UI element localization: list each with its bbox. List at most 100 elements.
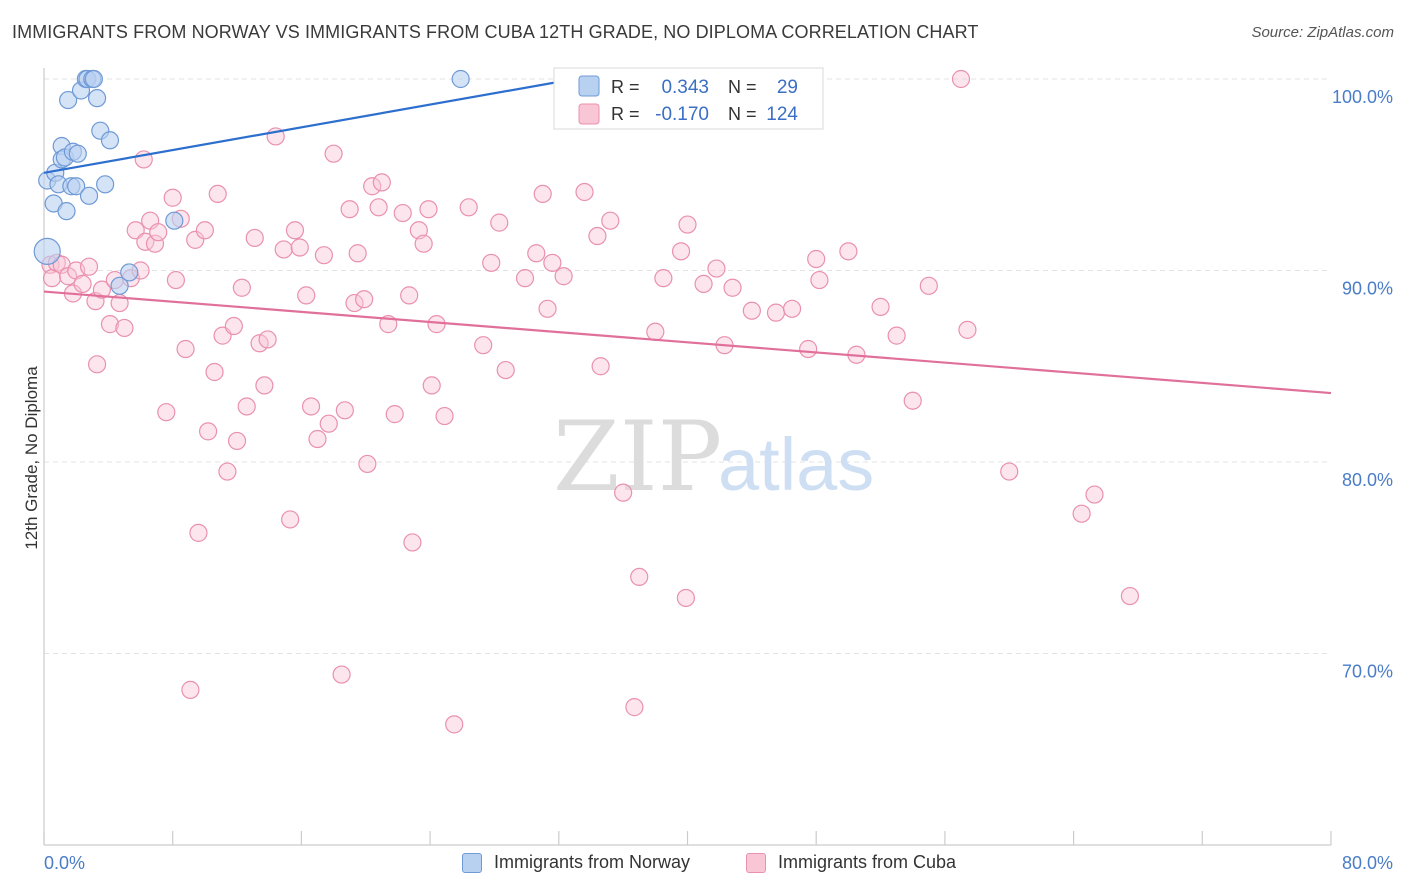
y-tick-label-70: 70.0% <box>1342 662 1393 682</box>
watermark-zip: ZIP <box>553 401 722 513</box>
cuba-point-31 <box>189 523 208 542</box>
cuba-point-75 <box>422 376 441 395</box>
cuba-point-87 <box>538 299 557 318</box>
y-axis-label: 12th Grade, No Diploma <box>22 366 41 550</box>
cuba-point-66 <box>372 173 391 192</box>
cuba-point-85 <box>527 244 546 263</box>
cuba-point-44 <box>255 376 274 395</box>
cuba-point-77 <box>435 406 454 426</box>
cuba-point-94 <box>614 483 633 502</box>
bottom-legend-cuba: Immigrants from Cuba <box>746 852 956 873</box>
cuba-point-39 <box>227 431 247 451</box>
cuba-point-24 <box>157 403 176 422</box>
cuba-point-116 <box>903 391 922 410</box>
cuba-point-103 <box>707 259 726 278</box>
cuba-point-41 <box>237 397 256 416</box>
cuba-point-42 <box>245 228 264 248</box>
cuba-point-69 <box>393 203 412 223</box>
bottom-legend-label-cuba: Immigrants from Cuba <box>778 852 957 872</box>
cuba-point-45 <box>258 330 277 349</box>
cuba-point-83 <box>496 360 515 380</box>
cuba-point-37 <box>218 462 237 481</box>
cuba-point-29 <box>181 680 200 699</box>
cuba-point-117 <box>919 276 938 295</box>
cuba-point-108 <box>782 299 802 318</box>
norway-point-8 <box>57 202 76 221</box>
cuba-point-95 <box>625 698 644 717</box>
cuba-point-34 <box>205 362 224 382</box>
cuba-point-53 <box>308 429 327 449</box>
norway-point-13 <box>68 144 87 163</box>
cuba-point-8 <box>79 257 99 276</box>
cuba-point-57 <box>332 665 351 684</box>
cuba-point-120 <box>1000 462 1019 481</box>
cuba-point-52 <box>301 397 321 416</box>
cuba-point-28 <box>176 339 195 359</box>
cuba-point-105 <box>723 278 742 297</box>
cuba-point-96 <box>630 567 649 587</box>
norway-point-26 <box>165 211 184 230</box>
cuba-point-93 <box>601 211 620 230</box>
cuba-point-111 <box>810 270 829 290</box>
x-tick-label-80: 80.0% <box>1342 853 1393 873</box>
cuba-point-62 <box>355 290 374 309</box>
cuba-point-10 <box>87 355 107 374</box>
bottom-legend: Immigrants from Norway Immigrants from C… <box>0 852 1406 876</box>
cuba-point-63 <box>358 454 377 474</box>
cuba-point-101 <box>678 215 697 234</box>
cuba-point-7 <box>73 274 92 294</box>
cuba-point-89 <box>554 267 573 286</box>
legend-r-value-norway: 0.343 <box>661 77 709 98</box>
cuba-point-79 <box>459 198 478 217</box>
cuba-point-11 <box>92 280 112 299</box>
norway-point-19 <box>84 69 103 89</box>
cuba-point-74 <box>419 200 438 219</box>
norway-point-23 <box>100 131 120 150</box>
y-tick-label-100: 100.0% <box>1332 87 1393 107</box>
cuba-point-23 <box>149 223 168 242</box>
norway-point-9 <box>59 90 78 110</box>
cuba-point-119 <box>958 320 977 339</box>
cuba-point-47 <box>274 240 293 259</box>
y-tick-label-90: 90.0% <box>1342 279 1393 299</box>
cuba-point-100 <box>676 588 695 608</box>
cuba-point-15 <box>115 318 134 338</box>
legend-box: R = 0.343 N = 29 R = -0.170 N = 124 <box>553 67 824 130</box>
cuba-point-84 <box>515 269 535 288</box>
cuba-point-25 <box>163 188 182 207</box>
cuba-point-12 <box>100 315 120 334</box>
legend-swatch-cuba <box>578 103 600 125</box>
cuba-point-73 <box>414 234 433 253</box>
legend-r-label-norway: R = <box>611 77 640 97</box>
cuba-point-98 <box>654 269 673 288</box>
cuba-point-106 <box>742 301 761 320</box>
cuba-point-82 <box>490 213 509 232</box>
cuba-point-88 <box>543 253 562 272</box>
cuba-point-91 <box>588 226 607 246</box>
norway-point-24 <box>110 276 129 295</box>
y-tick-labels: 70.0% 80.0% 90.0% 100.0% <box>1332 87 1393 682</box>
trend-line-norway <box>43 77 576 174</box>
cuba-point-22 <box>145 234 165 253</box>
cuba-point-78 <box>445 715 464 734</box>
cuba-point-38 <box>224 316 243 336</box>
cuba-point-33 <box>198 422 218 441</box>
cuba-point-81 <box>482 253 501 272</box>
bottom-legend-norway: Immigrants from Norway <box>462 852 690 873</box>
cuba-point-71 <box>403 533 422 552</box>
cuba-point-110 <box>807 249 826 269</box>
norway-point-12 <box>67 177 86 196</box>
y-tick-label-80: 80.0% <box>1342 470 1393 490</box>
cuba-point-58 <box>335 401 354 420</box>
cuba-point-123 <box>1120 586 1140 606</box>
cuba-point-90 <box>575 182 594 202</box>
norway-point-27 <box>451 69 470 89</box>
cuba-point-86 <box>533 184 552 203</box>
norway-points <box>33 69 584 295</box>
cuba-point-40 <box>232 278 251 297</box>
cuba-point-49 <box>285 221 305 240</box>
watermark-atlas: atlas <box>718 423 874 506</box>
trend-lines <box>43 77 1332 395</box>
cuba-point-50 <box>290 238 309 257</box>
cuba-points <box>41 69 1140 734</box>
